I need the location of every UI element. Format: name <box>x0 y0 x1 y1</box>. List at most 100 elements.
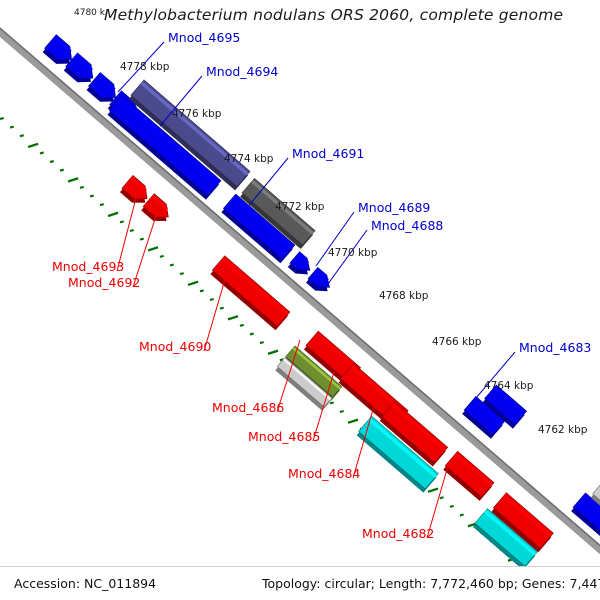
gene-label-mnod_4682[interactable]: Mnod_4682 <box>362 526 435 541</box>
gene-top-face[interactable] <box>484 384 528 426</box>
gene-feature[interactable] <box>42 34 72 64</box>
gene-highlight <box>129 176 147 193</box>
gene-top-face[interactable] <box>358 415 439 490</box>
gene-top-face[interactable] <box>121 174 148 200</box>
genome-axis-line <box>0 27 600 555</box>
ruler-tick-label: 4768 kbp <box>379 290 429 302</box>
leader-line <box>475 351 516 399</box>
gene-highlight <box>582 494 600 513</box>
gene-label-mnod_4694[interactable]: Mnod_4694 <box>206 64 279 79</box>
gene-top-face[interactable] <box>592 481 600 527</box>
leader-line <box>132 215 157 288</box>
gene-feature[interactable] <box>63 52 94 83</box>
gene-highlight <box>454 452 493 487</box>
label-leader-lines <box>116 41 516 539</box>
gene-highlight <box>140 81 249 176</box>
leader-line <box>315 211 355 267</box>
leader-line <box>117 41 165 93</box>
ruler-tick-label: 4762 kbp <box>538 424 588 436</box>
gene-highlight <box>96 73 116 91</box>
gene-label-mnod_4686[interactable]: Mnod_4686 <box>212 400 285 415</box>
ruler-tick-label: 4774 kbp <box>224 153 274 165</box>
gene-highlight <box>472 397 504 425</box>
gene-top-face[interactable] <box>305 330 362 383</box>
gene-feature[interactable] <box>443 450 495 501</box>
genome-axis-highlight <box>0 27 600 547</box>
gene-feature[interactable] <box>571 492 600 545</box>
gene-feature[interactable] <box>473 508 538 571</box>
gene-feature[interactable] <box>379 401 449 467</box>
gene-label-mnod_4685[interactable]: Mnod_4685 <box>248 429 321 444</box>
gene-highlight <box>296 252 310 264</box>
leader-line <box>246 157 289 209</box>
gene-label-mnod_4684[interactable]: Mnod_4684 <box>288 466 361 481</box>
gene-highlight <box>368 417 437 478</box>
gene-highlight <box>53 36 72 53</box>
ruler-tick-label: 4780 k <box>74 8 105 18</box>
ruler-tick-label: 4772 kbp <box>275 201 325 213</box>
leader-line <box>159 75 203 127</box>
gene-label-mnod_4692[interactable]: Mnod_4692 <box>68 275 141 290</box>
gene-feature[interactable] <box>141 193 169 221</box>
gene-feature[interactable] <box>221 193 296 264</box>
gene-top-face[interactable] <box>474 508 538 567</box>
gene-top-face[interactable] <box>285 345 343 398</box>
leader-line <box>327 229 368 285</box>
gene-top-face[interactable] <box>289 251 311 271</box>
genome-summary-text: Topology: circular; Length: 7,772,460 bp… <box>262 576 600 591</box>
gene-feature[interactable] <box>86 72 116 102</box>
gene-label-mnod_4689[interactable]: Mnod_4689 <box>358 200 431 215</box>
gene-feature[interactable] <box>283 345 343 401</box>
gene-label-mnod_4695[interactable]: Mnod_4695 <box>168 30 241 45</box>
leader-line <box>203 275 227 352</box>
gene-top-face[interactable] <box>222 193 296 260</box>
page-title: Methylobacterium nodulans ORS 2060, comp… <box>104 6 564 24</box>
gene-highlight <box>483 510 537 556</box>
gene-highlight <box>151 195 169 211</box>
leader-line <box>352 405 375 479</box>
gene-feature[interactable] <box>356 415 439 493</box>
gene-highlight <box>315 268 329 281</box>
gene-feature[interactable] <box>107 95 222 200</box>
leader-line <box>116 197 137 272</box>
gene-label-mnod_4693[interactable]: Mnod_4693 <box>52 259 125 274</box>
gene-highlight <box>292 347 341 390</box>
gene-highlight <box>74 54 93 72</box>
ruler-tick-label: 4778 kbp <box>120 61 170 73</box>
gene-label-mnod_4688[interactable]: Mnod_4688 <box>371 218 444 233</box>
gene-feature[interactable] <box>119 174 148 203</box>
gene-feature[interactable] <box>287 251 311 275</box>
gene-highlight <box>314 332 360 372</box>
gene-highlight <box>502 494 552 538</box>
ruler-tick-label: 4764 kbp <box>484 380 534 392</box>
gene-top-face[interactable] <box>109 95 222 197</box>
gene-feature[interactable] <box>462 396 506 439</box>
gene-top-face[interactable] <box>130 79 251 187</box>
gene-feature[interactable] <box>210 255 291 331</box>
gene-top-face[interactable] <box>241 178 316 246</box>
gene-feature[interactable] <box>129 79 251 191</box>
gene-feature[interactable] <box>590 481 600 530</box>
gene-feature[interactable] <box>491 492 554 553</box>
gene-label-mnod_4691[interactable]: Mnod_4691 <box>292 146 365 161</box>
status-bar: Accession: NC_011894 Topology: circular;… <box>0 566 600 600</box>
gene-top-face[interactable] <box>492 492 554 549</box>
gene-label-mnod_4690[interactable]: Mnod_4690 <box>139 339 212 354</box>
gene-top-face[interactable] <box>381 401 449 464</box>
ruler-tick-label: 4776 kbp <box>172 108 222 120</box>
gene-top-face[interactable] <box>211 255 291 327</box>
leader-line <box>312 371 335 442</box>
gene-highlight <box>391 403 447 452</box>
leader-line <box>276 339 301 413</box>
gene-highlight <box>118 97 220 185</box>
leader-line <box>426 465 449 539</box>
gene-feature[interactable] <box>482 384 528 429</box>
accession-text: Accession: NC_011894 <box>14 576 157 591</box>
ruler-tick-label: 4770 kbp <box>328 247 378 259</box>
gene-feature[interactable] <box>306 266 330 292</box>
gene-top-face[interactable] <box>444 450 495 498</box>
gene-label-mnod_4683[interactable]: Mnod_4683 <box>519 340 592 355</box>
gene-highlight <box>493 386 526 415</box>
